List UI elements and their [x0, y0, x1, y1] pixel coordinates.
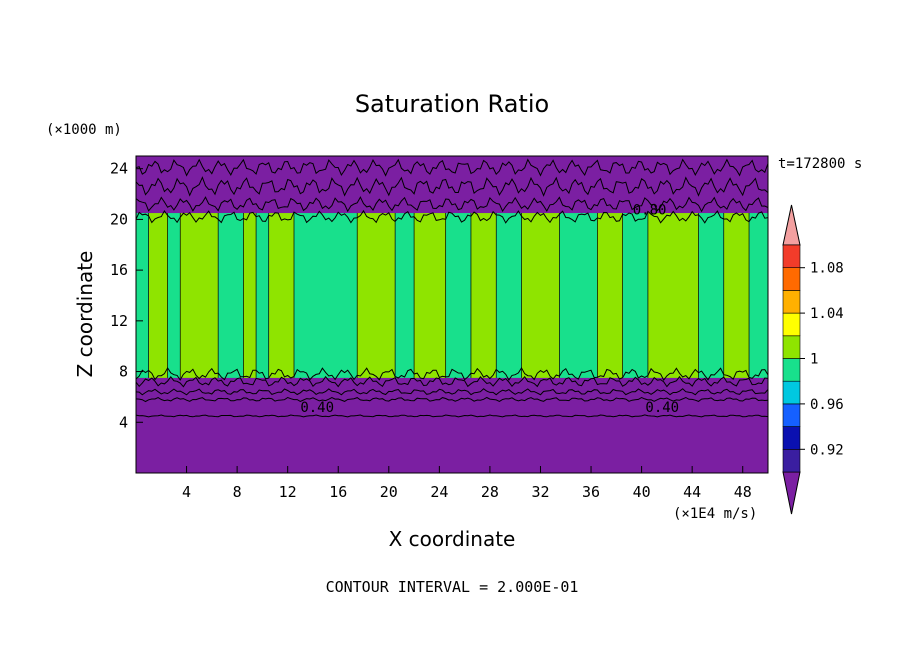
chart-title: Saturation Ratio — [355, 90, 549, 118]
y-unit-label: (×1000 m) — [46, 122, 122, 138]
moist-region-13 — [470, 213, 497, 378]
moist-region-12 — [445, 213, 471, 378]
y-tick-label-12: 12 — [110, 312, 128, 330]
x-tick-label-12: 12 — [279, 483, 297, 501]
colorbar-bin-0 — [782, 448, 801, 473]
y-tick-label-8: 8 — [119, 363, 128, 381]
x-tick-label-36: 36 — [582, 483, 600, 501]
x-tick-label-20: 20 — [380, 483, 398, 501]
moist-region-4 — [218, 213, 244, 378]
contour-line-lower-1 — [135, 414, 769, 418]
contour-interval-note: CONTOUR INTERVAL = 2.000E-01 — [326, 578, 579, 596]
moist-region-3 — [180, 213, 219, 378]
x-unit-label: (×1E4 m/s) — [673, 506, 757, 522]
colorbar-bin-9 — [782, 244, 801, 269]
time-label: t=172800 s — [778, 156, 862, 172]
moist-region-9 — [357, 213, 396, 378]
moist-region-2 — [167, 213, 181, 378]
x-axis-label: X coordinate — [389, 527, 516, 551]
moist-region-20 — [698, 213, 724, 378]
moist-region-5 — [243, 213, 257, 378]
y-axis-label: Z coordinate — [73, 251, 97, 378]
moist-region-0 — [136, 213, 149, 378]
moist-region-18 — [622, 213, 648, 378]
x-tick-label-8: 8 — [233, 483, 242, 501]
contour-line-upper-3 — [135, 158, 769, 177]
contour-line-lower-2 — [135, 396, 769, 403]
colorbar-bin-2 — [782, 403, 801, 427]
colorbar-bin-8 — [782, 267, 801, 291]
x-tick-label-4: 4 — [182, 483, 191, 501]
moist-region-22 — [749, 213, 768, 378]
plot-frame — [135, 155, 769, 474]
x-tick-label-16: 16 — [329, 483, 347, 501]
moist-region-21 — [723, 213, 750, 378]
contour-line-lower-3 — [135, 388, 769, 396]
x-tick-label-32: 32 — [531, 483, 549, 501]
contour-label-1: 0.40 — [645, 400, 679, 416]
colorbar-label-2: 1 — [810, 352, 818, 368]
colorbar-label-3: 1.04 — [810, 306, 844, 322]
contour-line-upper-1 — [135, 196, 769, 213]
y-tick-label-4: 4 — [119, 413, 128, 431]
colorbar-bin-6 — [782, 312, 801, 337]
x-tick-label-24: 24 — [430, 483, 448, 501]
x-tick-label-28: 28 — [481, 483, 499, 501]
colorbar-label-1: 0.96 — [810, 397, 844, 413]
colorbar-label-0: 0.92 — [810, 442, 844, 458]
contour-label-2: 0.80 — [633, 202, 667, 218]
moist-region-14 — [496, 213, 522, 378]
moist-region-6 — [256, 213, 269, 378]
moist-region-19 — [647, 213, 699, 378]
colorbar-bin-4 — [782, 358, 801, 382]
colorbar-bin-low — [782, 471, 801, 515]
colorbar-bin-7 — [782, 290, 801, 314]
moist-region-7 — [268, 213, 294, 378]
moist-region-11 — [414, 213, 446, 378]
contour-line-lower-4 — [135, 375, 769, 388]
moist-region-15 — [521, 213, 560, 378]
plot-area: 0.40 0.40 0.80 — [135, 156, 769, 473]
moist-region-1 — [148, 213, 168, 378]
colorbar: 0.92 0.96 1 1.04 1.08 — [782, 204, 844, 515]
colorbar-label-4: 1.08 — [810, 261, 844, 277]
contour-label-0: 0.40 — [300, 400, 334, 416]
y-tick-label-24: 24 — [110, 160, 128, 178]
moist-region-16 — [559, 213, 598, 378]
contour-line-band-top — [135, 209, 769, 224]
y-tick-label-16: 16 — [110, 261, 128, 279]
y-tick-label-20: 20 — [110, 210, 128, 228]
colorbar-bin-1 — [782, 426, 801, 450]
moist-region-17 — [597, 213, 623, 378]
x-tick-label-44: 44 — [683, 483, 701, 501]
colorbar-bin-5 — [782, 335, 801, 359]
x-tick-label-48: 48 — [734, 483, 752, 501]
moist-region-10 — [395, 213, 415, 378]
contour-line-band-bottom — [135, 367, 769, 382]
contour-line-upper-2 — [135, 176, 769, 197]
x-tick-label-40: 40 — [633, 483, 651, 501]
colorbar-bin-3 — [782, 380, 801, 405]
moist-region-8 — [294, 213, 358, 378]
colorbar-bin-high — [782, 204, 801, 246]
